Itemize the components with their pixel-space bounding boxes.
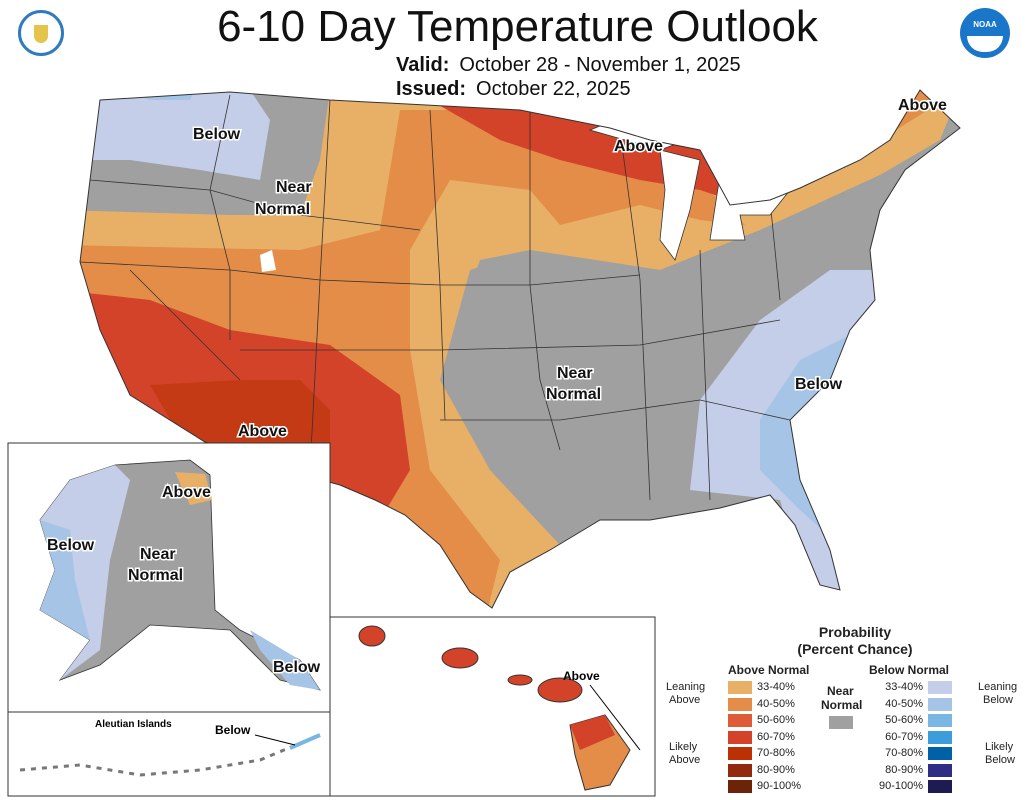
- label-central-normal: Normal: [546, 386, 601, 403]
- hawaii-inset: [329, 616, 656, 797]
- great-salt-lake: [260, 250, 276, 272]
- above-range-label: 60-70%: [757, 730, 795, 743]
- lake-michigan: [659, 149, 701, 261]
- above-range-label: 70-80%: [757, 747, 795, 759]
- label-ak-below: Below: [47, 537, 95, 554]
- label-central-near: Near: [557, 365, 593, 382]
- label-ak-se-below: Below: [273, 659, 321, 676]
- below-range-label: 60-70%: [885, 730, 923, 743]
- above-swatch: [728, 780, 752, 793]
- below-range-label: 50-60%: [885, 714, 923, 726]
- label-nw-near: Near: [276, 179, 312, 196]
- issued-date: Issued: October 22, 2025: [396, 78, 631, 100]
- label-glakes-above: Above: [614, 138, 663, 155]
- page-title: 6-10 Day Temperature Outlook: [217, 2, 818, 51]
- below-range-label: 90-100%: [878, 780, 923, 792]
- below-swatch: [928, 730, 952, 744]
- above-range-label: 40-50%: [757, 697, 795, 710]
- label-ak-above: Above: [162, 484, 211, 501]
- label-sw-above: Above: [238, 423, 287, 440]
- above-swatch: [728, 763, 752, 777]
- below-range-label: 80-90%: [885, 763, 923, 776]
- above-swatch: [728, 747, 752, 760]
- label-nw-normal: Normal: [255, 201, 310, 218]
- below-range-label: 40-50%: [885, 697, 923, 710]
- below-swatch: [928, 747, 952, 760]
- noaa-logo: NOAA: [960, 8, 1010, 58]
- below-swatch: [928, 681, 952, 694]
- label-aleutian-below: Below: [215, 723, 251, 737]
- below-range-label: 70-80%: [885, 747, 923, 759]
- label-se-below: Below: [795, 376, 843, 393]
- above-swatch: [728, 730, 752, 744]
- near-normal-swatch: [829, 716, 853, 729]
- aleutian-inset: [7, 711, 331, 797]
- below-range-label: 33-40%: [885, 681, 923, 693]
- below-swatch: [928, 714, 952, 727]
- above-range-label: 50-60%: [757, 714, 795, 726]
- above-range-label: 80-90%: [757, 763, 795, 776]
- label-nw-below: Below: [193, 126, 241, 143]
- below-swatch: [928, 697, 952, 711]
- commerce-seal-logo: [18, 10, 64, 56]
- above-swatch: [728, 697, 752, 711]
- above-swatch: [728, 714, 752, 727]
- label-ak-near: Near: [140, 546, 176, 563]
- above-range-label: 90-100%: [757, 780, 802, 792]
- above-range-label: 33-40%: [757, 681, 795, 693]
- state-lines: [80, 94, 791, 501]
- below-swatch: [928, 780, 952, 793]
- above-swatch: [728, 681, 752, 694]
- below-swatch: [928, 763, 952, 777]
- valid-dates: Valid: October 28 - November 1, 2025: [396, 54, 741, 76]
- label-aleutian-title: Aleutian Islands: [95, 719, 172, 730]
- label-ak-normal: Normal: [128, 567, 183, 584]
- label-hi-above: Above: [563, 669, 600, 683]
- nw-below-region: [80, 90, 270, 180]
- alaska-inset: [7, 442, 331, 713]
- label-maine-above: Above: [898, 97, 947, 114]
